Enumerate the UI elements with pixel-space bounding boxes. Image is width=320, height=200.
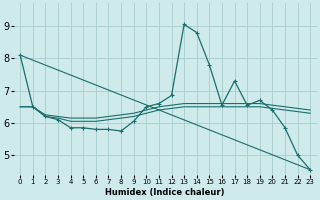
X-axis label: Humidex (Indice chaleur): Humidex (Indice chaleur) bbox=[106, 188, 225, 197]
